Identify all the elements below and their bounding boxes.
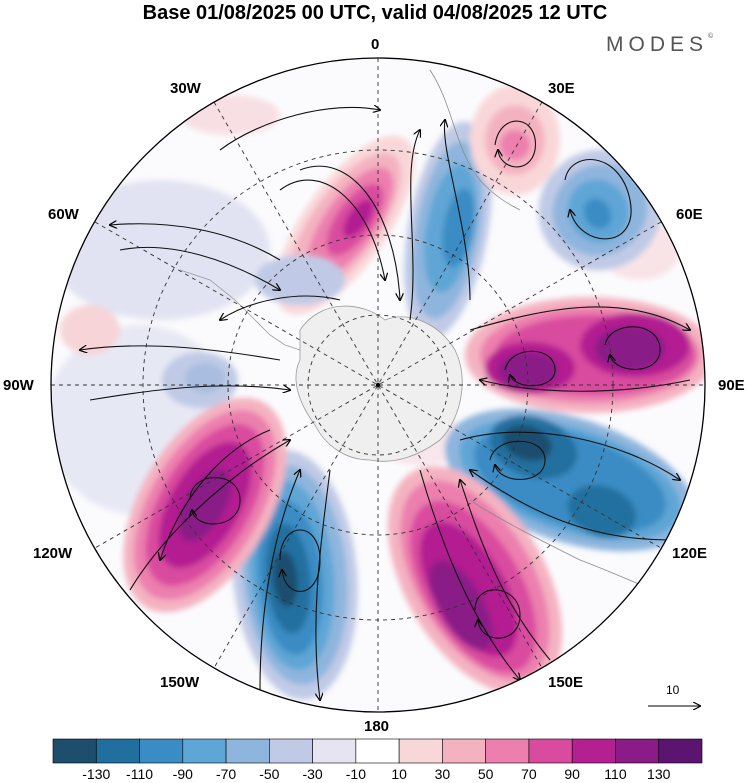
colorbar-swatch: [52, 738, 97, 764]
colorbar-tick-label: 130: [647, 766, 671, 782]
meridian-30w-150e: [213, 101, 543, 669]
weak-negative-area: [51, 180, 270, 320]
meridian-60w-120e: [94, 221, 662, 549]
colorbar-tick-label: 50: [477, 766, 494, 782]
cell-90w-negative: [162, 352, 238, 408]
streamline: [469, 306, 690, 330]
colorbar-tick-label: -130: [82, 766, 111, 782]
streamline: [110, 224, 281, 261]
cell-90e-positive: [465, 297, 705, 413]
colorbar-tick-label: 30: [434, 766, 451, 782]
longitude-label-90w: 90W: [3, 377, 34, 394]
colorbar-tick-label: -70: [215, 766, 237, 782]
streamline: [219, 107, 380, 151]
reference-vector-label: 10: [666, 683, 680, 697]
colorbar-swatch: [398, 738, 443, 764]
anomaly-field: [51, 85, 705, 700]
colorbar-tick-label: -30: [302, 766, 323, 782]
streamline: [419, 469, 520, 680]
africa-coast: [429, 69, 521, 211]
streamline: [190, 477, 241, 525]
streamline: [504, 350, 556, 387]
colorbar-tick-label: -90: [172, 766, 193, 782]
colorbar-swatch: [312, 738, 357, 764]
colorbar-swatch: [95, 738, 140, 764]
colorbar-swatch: [225, 738, 270, 764]
map-disk: [51, 58, 705, 712]
streamline: [299, 165, 400, 300]
meridian-60e-120w: [94, 221, 662, 549]
colorbar-tick-label: -50: [259, 766, 280, 782]
wind-streamlines: [80, 107, 690, 700]
colorbar-swatch: [615, 738, 660, 764]
streamline: [475, 589, 521, 639]
colorbar-tick-label: 10: [391, 766, 407, 782]
colorbar-swatch: [442, 738, 486, 764]
streamline: [480, 380, 691, 392]
streamline: [89, 386, 290, 401]
streamline: [604, 326, 661, 370]
colorbar-swatch: [485, 738, 530, 764]
south-pole-marker: [375, 382, 381, 388]
streamline: [220, 295, 341, 320]
cell-30e-positive: [470, 85, 560, 195]
longitude-label-180: 180: [364, 718, 390, 735]
longitude-label-120w: 120W: [33, 545, 73, 562]
longitude-label-30w: 30W: [170, 80, 201, 97]
colorbar-swatch: [269, 738, 313, 764]
cell-120e-negative: [444, 408, 696, 552]
colorbar-tick-label: 70: [521, 766, 537, 782]
brand-mark: ©: [708, 33, 714, 40]
colorbar-swatch: [182, 738, 227, 764]
colorbar: [52, 738, 703, 764]
colorbar-swatch: [355, 738, 400, 764]
longitude-label-150e: 150E: [548, 674, 584, 691]
map-title: Base 01/08/2025 00 UTC, valid 04/08/2025…: [142, 2, 608, 24]
weak-positive-area: [60, 305, 120, 355]
colorbar-swatch: [658, 738, 703, 764]
brand-logo: MODES©: [606, 33, 713, 57]
meridian-30e-150w: [213, 101, 543, 669]
streamline: [489, 440, 546, 480]
streamline: [459, 431, 680, 480]
longitude-label-30e: 30E: [548, 80, 575, 97]
weak-positive-area: [180, 95, 280, 135]
colorbar-tick-label: 90: [564, 766, 580, 782]
longitude-label-150w: 150W: [160, 674, 200, 691]
colorbar-swatch: [528, 738, 573, 764]
streamline: [80, 346, 281, 361]
streamline: [470, 470, 671, 541]
streamline: [280, 529, 321, 592]
streamline: [316, 469, 331, 700]
cell-150e-positive: [387, 466, 563, 694]
streamline: [409, 130, 420, 321]
cell-60e-negative: [538, 149, 662, 271]
streamline: [259, 470, 300, 691]
colorbar-tick-label: 110: [604, 766, 627, 782]
streamline: [119, 246, 280, 290]
streamline: [444, 120, 471, 301]
cell-180-negative: [232, 450, 358, 700]
longitude-label-60e: 60E: [676, 206, 703, 223]
colorbar-tick-label: -110: [126, 766, 154, 782]
streamline: [460, 480, 551, 661]
map-boundary: [50, 57, 706, 713]
streamline: [279, 179, 385, 280]
brand-name: MODES: [606, 33, 709, 56]
longitude-label-0: 0: [371, 36, 380, 53]
streamline: [495, 120, 536, 168]
cell-60w-negative: [255, 255, 345, 305]
colorbar-tick-label: -10: [345, 766, 366, 782]
peninsula-coast: [179, 269, 301, 351]
colorbar-swatch: [571, 738, 616, 764]
longitude-label-120e: 120E: [672, 545, 708, 562]
longitude-label-90e: 90E: [718, 377, 745, 394]
longitude-label-60w: 60W: [48, 206, 79, 223]
colorbar-swatch: [139, 738, 184, 764]
streamline: [564, 159, 632, 240]
